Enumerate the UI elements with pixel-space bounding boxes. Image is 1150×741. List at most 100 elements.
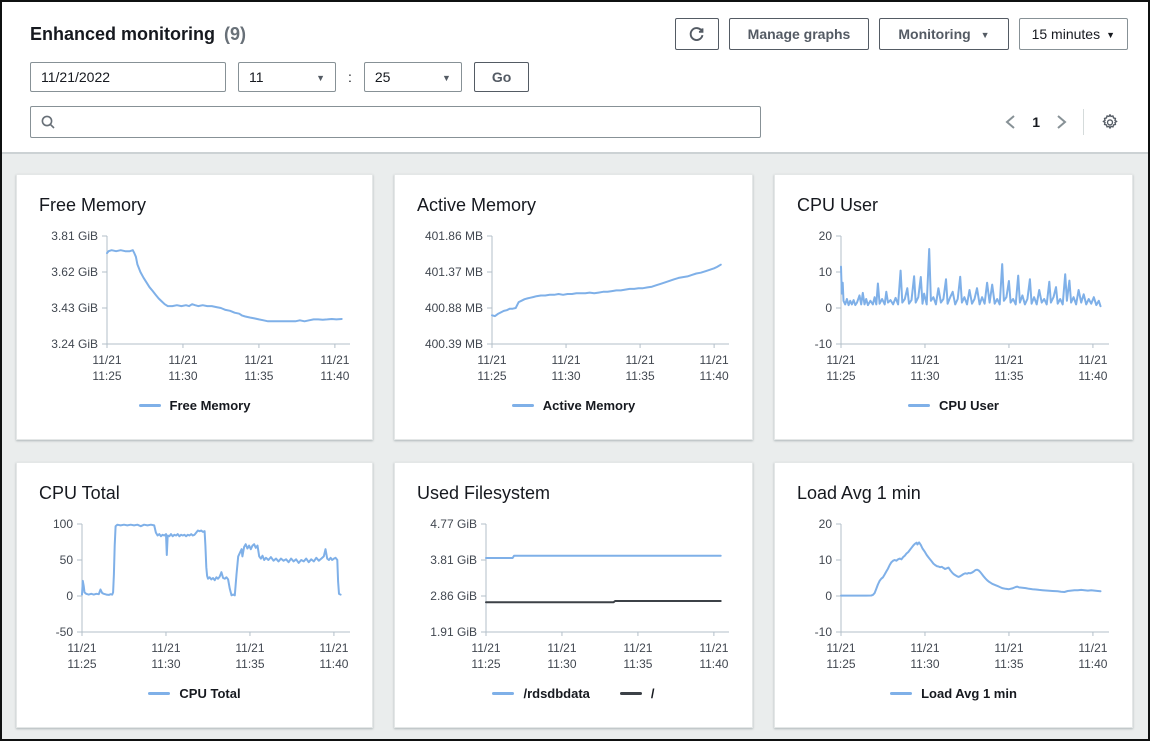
svg-text:-10: -10 <box>814 625 832 639</box>
svg-text:11/21: 11/21 <box>623 641 652 655</box>
svg-text:1.91 GiB: 1.91 GiB <box>430 625 477 639</box>
pagination-next-button[interactable] <box>1056 114 1067 130</box>
minute-select-value: 25 <box>374 69 391 85</box>
graph-count-badge: (9) <box>224 23 247 44</box>
search-box[interactable] <box>30 106 761 138</box>
svg-text:11/21: 11/21 <box>471 641 500 655</box>
svg-text:11:25: 11:25 <box>67 657 96 671</box>
chart-legend: Active Memory <box>395 398 752 413</box>
svg-text:3.81 GiB: 3.81 GiB <box>430 553 477 567</box>
svg-text:11/21: 11/21 <box>994 641 1023 655</box>
chart-title: CPU Total <box>39 483 120 503</box>
refresh-button[interactable] <box>674 18 719 50</box>
cpu-user-chart: 20 10 0 -10 11/21 11:25 11/21 11:30 11/21 11:35 11… <box>814 229 1109 383</box>
svg-text:11:35: 11:35 <box>994 657 1023 671</box>
vertical-divider <box>1083 109 1084 135</box>
legend-item: Load Avg 1 min <box>890 686 1017 701</box>
settings-button[interactable] <box>1100 112 1120 132</box>
active-memory-chart: 401.86 MB 401.37 MB 400.88 MB 400.39 MB 11/2… <box>424 229 728 383</box>
svg-text:11/21: 11/21 <box>699 353 728 367</box>
monitoring-dropdown-button[interactable]: Monitoring ▼ <box>879 18 1009 50</box>
legend-item: Free Memory <box>138 398 251 413</box>
manage-graphs-button[interactable]: Manage graphs <box>728 18 870 50</box>
svg-text:11:40: 11:40 <box>320 369 349 383</box>
svg-text:11/21: 11/21 <box>319 641 348 655</box>
svg-text:11:40: 11:40 <box>1078 657 1107 671</box>
legend-item: CPU Total <box>148 686 241 701</box>
hour-select[interactable]: 11 ▼ <box>238 62 336 92</box>
svg-text:100: 100 <box>52 517 72 531</box>
chart-card-load-avg: Load Avg 1 min 20 10 0 -10 11/21 11:25 11/21 11… <box>774 462 1133 728</box>
search-input[interactable] <box>63 113 751 131</box>
hour-select-value: 11 <box>249 69 264 85</box>
legend-line-swatch <box>511 404 534 407</box>
legend-line-swatch <box>890 692 913 695</box>
svg-text:20: 20 <box>818 229 832 243</box>
svg-text:11:35: 11:35 <box>235 657 264 671</box>
svg-text:11/21: 11/21 <box>826 641 855 655</box>
chart-card-active-memory: Active Memory 401.86 MB 401.37 MB 400.88 M… <box>394 174 753 440</box>
svg-text:11/21: 11/21 <box>1078 641 1107 655</box>
chart-card-cpu-total: CPU Total 100 50 0 -50 11/21 11:25 11/21 11:30 1… <box>16 462 373 728</box>
svg-text:11/21: 11/21 <box>235 641 264 655</box>
legend-line-swatch <box>908 404 931 407</box>
legend-label: Load Avg 1 min <box>921 686 1017 701</box>
svg-text:4.77 GiB: 4.77 GiB <box>430 517 477 531</box>
gear-icon <box>1102 114 1118 129</box>
chart-legend: Load Avg 1 min <box>775 686 1132 701</box>
svg-text:20: 20 <box>818 517 832 531</box>
svg-text:11/21: 11/21 <box>168 353 197 367</box>
legend-label: CPU Total <box>179 686 241 701</box>
svg-text:10: 10 <box>818 265 832 279</box>
header-actions: Manage graphs Monitoring ▼ 15 minutes ▼ <box>674 18 1128 50</box>
svg-text:11:25: 11:25 <box>826 657 855 671</box>
legend-item: Active Memory <box>511 398 636 413</box>
legend-line-swatch <box>492 692 515 695</box>
legend-item: CPU User <box>908 398 999 413</box>
chart-title: CPU User <box>797 195 879 215</box>
chart-title: Free Memory <box>39 195 147 215</box>
svg-text:-10: -10 <box>814 337 832 351</box>
chart-legend: CPU Total <box>17 686 372 701</box>
date-input[interactable] <box>30 62 226 92</box>
svg-text:400.88 MB: 400.88 MB <box>424 301 482 315</box>
go-button[interactable]: Go <box>473 62 530 92</box>
pagination-prev-button[interactable] <box>1005 114 1016 130</box>
legend-label: Free Memory <box>169 398 251 413</box>
chevron-down-icon: ▼ <box>441 72 451 83</box>
chart-legend: CPU User <box>775 398 1132 413</box>
svg-text:11:35: 11:35 <box>625 369 654 383</box>
svg-text:11:40: 11:40 <box>319 657 348 671</box>
svg-text:400.39 MB: 400.39 MB <box>424 337 482 351</box>
svg-text:11:35: 11:35 <box>623 657 652 671</box>
chart-title: Active Memory <box>417 195 537 215</box>
svg-text:11/21: 11/21 <box>625 353 654 367</box>
time-range-label: 15 minutes <box>1031 26 1101 42</box>
time-range-dropdown[interactable]: 15 minutes ▼ <box>1018 18 1128 50</box>
load-avg-chart: 20 10 0 -10 11/21 11:25 11/21 11:30 11/21 11:35 11… <box>814 517 1109 671</box>
charts-grid: Free Memory 3.81 GiB 3.62 GiB 3.43 GiB 3.24… <box>2 154 1148 739</box>
svg-text:3.24 GiB: 3.24 GiB <box>51 337 98 351</box>
chart-title: Load Avg 1 min <box>797 483 921 503</box>
svg-text:11:30: 11:30 <box>168 369 197 383</box>
pagination-controls: 1 <box>1005 109 1120 135</box>
minute-select[interactable]: 25 ▼ <box>363 62 462 92</box>
legend-item: /rdsdbdata <box>492 686 590 701</box>
svg-text:11/21: 11/21 <box>477 353 506 367</box>
svg-text:2.86 GiB: 2.86 GiB <box>430 589 477 603</box>
legend-label: Active Memory <box>542 398 636 413</box>
legend-line-swatch <box>619 692 642 695</box>
svg-text:11:40: 11:40 <box>699 369 728 383</box>
svg-text:0: 0 <box>825 589 832 603</box>
svg-text:50: 50 <box>59 553 73 567</box>
svg-text:11/21: 11/21 <box>92 353 121 367</box>
svg-text:11/21: 11/21 <box>320 353 349 367</box>
legend-label: /rdsdbdata <box>523 686 590 701</box>
svg-text:11/21: 11/21 <box>551 353 580 367</box>
monitoring-dropdown-label: Monitoring <box>898 26 971 42</box>
legend-line-swatch <box>138 404 161 407</box>
svg-text:-50: -50 <box>55 625 73 639</box>
svg-text:11:25: 11:25 <box>826 369 855 383</box>
used-filesystem-chart: 4.77 GiB 3.81 GiB 2.86 GiB 1.91 GiB 11/21 11:… <box>430 517 729 671</box>
